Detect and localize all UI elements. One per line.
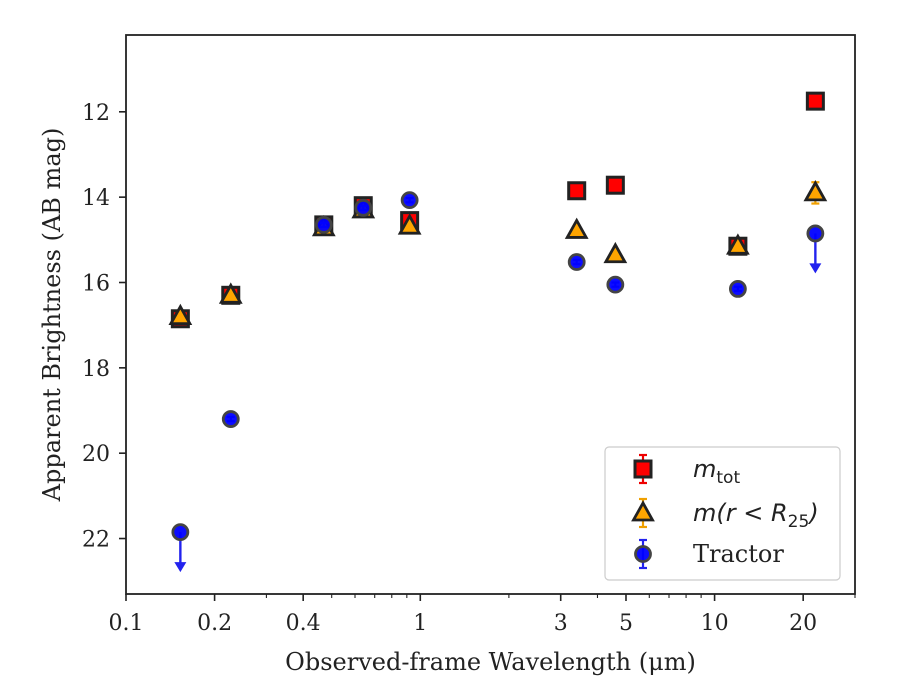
y-tick-label: 22 [82, 528, 110, 553]
data-point-triangle [803, 180, 828, 202]
legend-box [604, 446, 841, 581]
data-point-circle [171, 523, 190, 542]
data-point-square [567, 181, 587, 201]
data-point-circle [806, 224, 825, 243]
legend-label: m(r < R25) [693, 499, 819, 532]
legend-entry: m(r < R25) [631, 497, 819, 532]
data-point-circle [354, 198, 373, 217]
y-tick-label: 20 [82, 442, 110, 467]
x-tick-label: 10 [701, 611, 729, 636]
data-point-square [805, 91, 825, 111]
data-point-triangle [564, 217, 589, 239]
y-tick-label: 14 [82, 186, 110, 211]
data-point-circle [606, 275, 625, 294]
legend-label: mtot [693, 455, 740, 488]
legend-label: Tractor [693, 540, 784, 568]
y-axis-label: Apparent Brightness (AB mag) [38, 128, 66, 503]
x-tick-label: 1 [413, 611, 427, 636]
data-point-triangle [168, 303, 193, 326]
y-tick-label: 12 [82, 101, 110, 126]
upper-limit-arrowhead [809, 263, 822, 274]
data-point-triangle [726, 233, 750, 255]
y-tick-label: 18 [82, 357, 110, 382]
data-point-circle [314, 215, 333, 234]
legend: mtot m(r < R25) Tractor [604, 446, 841, 581]
series-circle [171, 191, 825, 573]
marks-layer [168, 91, 828, 573]
x-axis-label: Observed-frame Wavelength (μm) [285, 648, 696, 676]
data-point-square [605, 175, 625, 195]
data-point-triangle [397, 213, 422, 235]
legend-entry: Tractor [634, 538, 784, 570]
legend-marker-triangle [631, 500, 655, 522]
x-tick-label: 0.2 [197, 611, 232, 636]
data-point-circle [221, 410, 240, 428]
data-point-triangle [603, 241, 628, 264]
legend-marker-square [633, 459, 653, 479]
data-point-circle [728, 279, 747, 298]
legend-entry: mtot [633, 453, 740, 488]
x-tick-label: 20 [789, 611, 817, 636]
x-tick-label: 5 [619, 611, 633, 636]
legend-marker-circle [634, 545, 652, 563]
data-point-circle [567, 253, 586, 271]
x-tick-label: 3 [554, 611, 568, 636]
upper-limit-arrowhead [174, 562, 187, 573]
x-tick-label: 0.1 [109, 611, 144, 636]
data-point-circle [400, 191, 419, 210]
plot-frame [125, 34, 856, 595]
y-tick-label: 16 [82, 271, 110, 296]
data-point-triangle [218, 282, 243, 304]
x-tick-label: 0.4 [286, 611, 321, 636]
axes-layer: 0.1 0.2 0.4 1 3 5 10 20 12 14 16 18 20 22 [82, 101, 856, 636]
